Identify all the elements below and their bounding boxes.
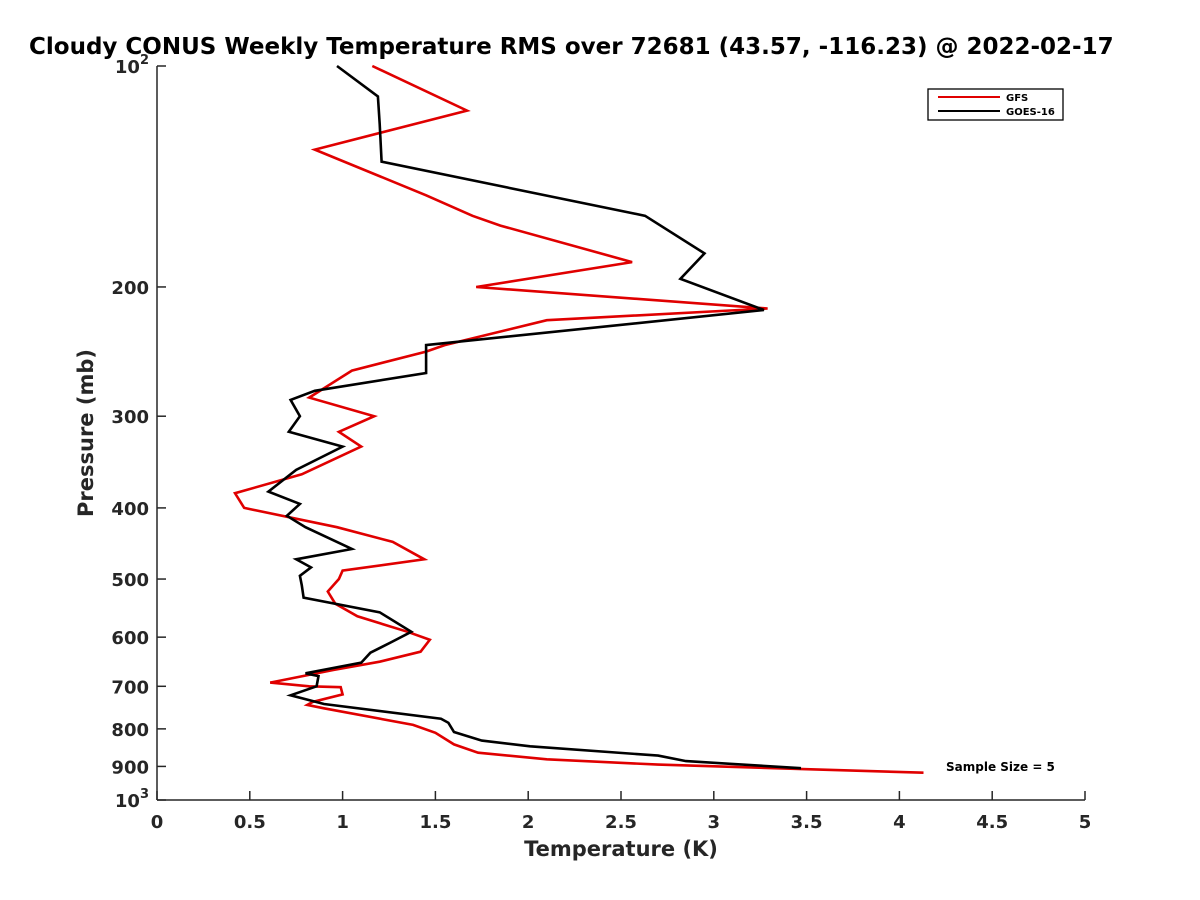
y-tick-label: 102 bbox=[115, 53, 149, 78]
x-tick-label: 0.5 bbox=[234, 812, 266, 833]
x-tick-label: 1 bbox=[336, 812, 349, 833]
x-tick-label: 1.5 bbox=[419, 812, 451, 833]
sample-size-annotation: Sample Size = 5 bbox=[946, 760, 1055, 774]
y-tick-label: 600 bbox=[111, 628, 149, 649]
y-tick-label: 103 bbox=[115, 787, 149, 812]
y-tick-label: 900 bbox=[111, 757, 149, 778]
y-tick-label: 200 bbox=[111, 278, 149, 299]
y-tick-label: 300 bbox=[111, 407, 149, 428]
y-tick-label: 400 bbox=[111, 499, 149, 520]
x-tick-label: 2 bbox=[522, 812, 535, 833]
y-ticks: 102 200 300 400 500 600 700 800 900 103 bbox=[111, 53, 166, 812]
chart-title: Cloudy CONUS Weekly Temperature RMS over… bbox=[29, 34, 1114, 60]
series-line-goes16 bbox=[265, 64, 802, 770]
y-tick-label: 500 bbox=[111, 570, 149, 591]
x-tick-label: 3 bbox=[708, 812, 721, 833]
x-tick-label: 4.5 bbox=[976, 812, 1008, 833]
x-axis-label: Temperature (K) bbox=[524, 837, 718, 861]
axes-layer: 0 0.5 1 1.5 2 2.5 3 3.5 4 4.5 5 102 200 300 400 500 600… bbox=[111, 53, 1091, 833]
x-tick-label: 0 bbox=[151, 812, 164, 833]
legend: GFS GOES-16 bbox=[927, 88, 1064, 121]
x-tick-label: 3.5 bbox=[791, 812, 823, 833]
y-tick-label: 700 bbox=[111, 677, 149, 698]
legend-box bbox=[927, 88, 1064, 121]
x-tick-label: 5 bbox=[1079, 812, 1092, 833]
y-axis-label: Pressure (mb) bbox=[74, 349, 98, 517]
x-tick-label: 2.5 bbox=[605, 812, 637, 833]
x-tick-label: 4 bbox=[893, 812, 906, 833]
legend-label-goes16: GOES-16 bbox=[1006, 107, 1055, 118]
series-line-gfs bbox=[232, 64, 924, 774]
plot-area: 0 0.5 1 1.5 2 2.5 3 3.5 4 4.5 5 102 200 300 400 500 600… bbox=[111, 53, 1091, 833]
legend-label-gfs: GFS bbox=[1006, 93, 1028, 104]
x-ticks: 0 0.5 1 1.5 2 2.5 3 3.5 4 4.5 5 bbox=[151, 791, 1092, 833]
series-layer bbox=[232, 64, 924, 774]
y-tick-label: 800 bbox=[111, 720, 149, 741]
